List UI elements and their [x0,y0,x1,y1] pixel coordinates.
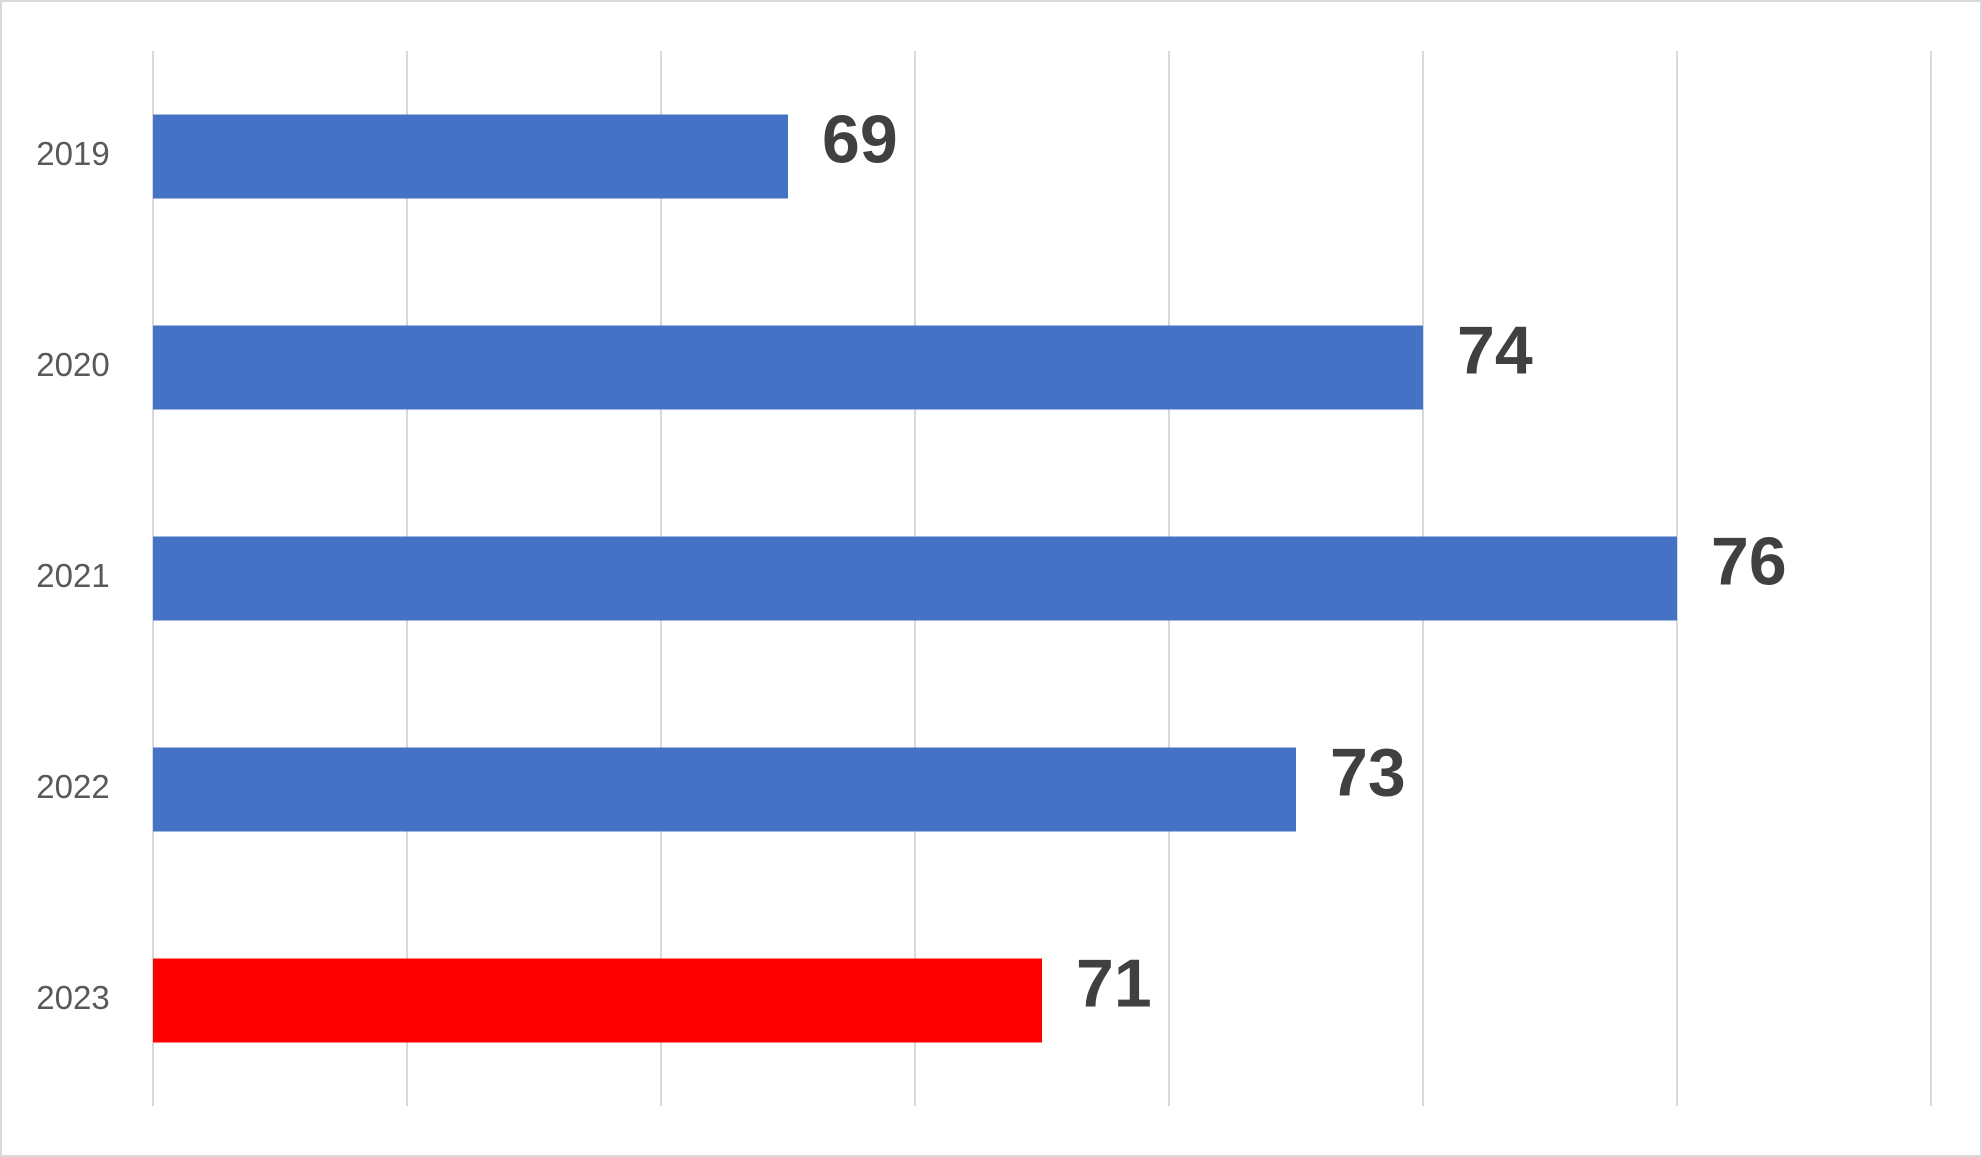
value-label: 69 [822,101,898,177]
y-tick-label: 2020 [36,346,109,383]
bar [153,958,1042,1043]
y-tick-label: 2022 [36,768,109,805]
bar [153,536,1677,621]
y-tick-label: 2023 [36,979,109,1016]
value-label: 73 [1330,734,1406,810]
y-tick-label: 2021 [36,557,109,594]
bar [153,114,788,199]
bar [153,747,1296,832]
value-label: 71 [1076,945,1152,1021]
value-label: 76 [1711,523,1787,599]
y-tick-label: 2019 [36,135,109,172]
value-label: 74 [1457,312,1533,388]
bar [153,325,1423,410]
